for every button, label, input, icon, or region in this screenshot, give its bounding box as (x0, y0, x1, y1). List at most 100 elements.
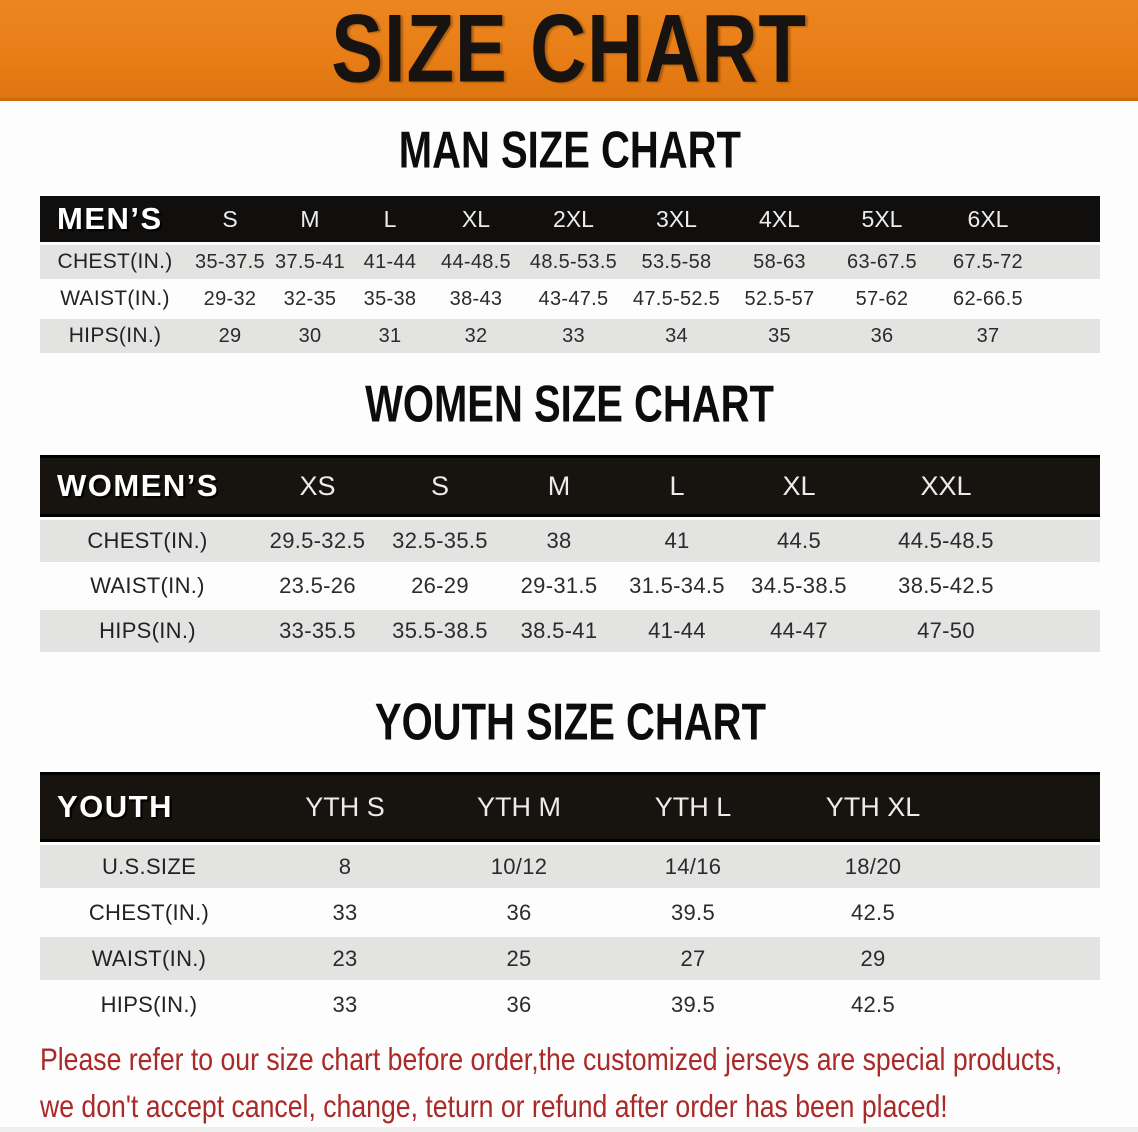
table-header-row: WOMEN’S XS S M L XL XXL (40, 455, 1100, 517)
column-header: S (380, 455, 500, 517)
table-cell (1030, 610, 1100, 652)
table-cell (1043, 282, 1100, 316)
table-cell: 39.5 (606, 983, 780, 1026)
column-header: YTH XL (780, 772, 966, 842)
table-cell: 44.5 (736, 520, 862, 562)
table-cell: 62-66.5 (933, 282, 1043, 316)
column-header: YTH S (258, 772, 432, 842)
table-row: CHEST(IN.) 33 36 39.5 42.5 (40, 891, 1100, 934)
table-cell: 38.5-41 (500, 610, 618, 652)
disclaimer-line-2: we don't accept cancel, change, teturn o… (40, 1088, 948, 1124)
row-label: CHEST(IN.) (40, 891, 258, 934)
table-row: WAIST(IN.) 23 25 27 29 (40, 937, 1100, 980)
section-heading: MAN SIZE CHART (40, 124, 1100, 176)
column-header: XL (736, 455, 862, 517)
table-cell (1030, 565, 1100, 607)
table-cell (966, 891, 1100, 934)
table-cell (966, 845, 1100, 888)
row-label: CHEST(IN.) (40, 245, 190, 279)
table-cell: 33 (522, 319, 625, 353)
table-cell: 26-29 (380, 565, 500, 607)
row-label: WAIST(IN.) (40, 282, 190, 316)
women-size-table: WOMEN’S XS S M L XL XXL CHEST(IN.) 29.5-32.5 32.5… (40, 452, 1100, 655)
row-label: HIPS(IN.) (40, 983, 258, 1026)
table-row: U.S.SIZE 8 10/12 14/16 18/20 (40, 845, 1100, 888)
column-header: XL (430, 196, 522, 242)
table-cell: 37 (933, 319, 1043, 353)
table-cell: 37.5-41 (270, 245, 350, 279)
table-cell: 35.5-38.5 (380, 610, 500, 652)
women-section-title: WOMEN SIZE CHART (365, 374, 775, 434)
table-title: YOUTH (40, 772, 258, 842)
table-cell (1043, 245, 1100, 279)
table-cell: 8 (258, 845, 432, 888)
table-cell: 33-35.5 (255, 610, 380, 652)
table-row: HIPS(IN.) 29 30 31 32 33 34 35 36 37 (40, 319, 1100, 353)
column-header: M (270, 196, 350, 242)
table-cell: 10/12 (432, 845, 606, 888)
table-cell: 39.5 (606, 891, 780, 934)
disclaimer-line-1: Please refer to our size chart before or… (40, 1041, 1063, 1077)
table-header-row: YOUTH YTH S YTH M YTH L YTH XL (40, 772, 1100, 842)
men-size-section: MAN SIZE CHART MEN’S S M L XL 2XL 3XL 4XL 5XL 6XL… (40, 124, 1100, 356)
table-cell: 29-32 (190, 282, 270, 316)
section-heading: WOMEN SIZE CHART (40, 378, 1100, 430)
column-header: L (350, 196, 430, 242)
table-cell (1043, 319, 1100, 353)
table-row: CHEST(IN.) 29.5-32.5 32.5-35.5 38 41 44.5 44.5… (40, 520, 1100, 562)
row-label: U.S.SIZE (40, 845, 258, 888)
table-cell: 48.5-53.5 (522, 245, 625, 279)
column-header: YTH L (606, 772, 780, 842)
size-chart-banner: SIZE CHART (0, 0, 1138, 101)
table-cell: 30 (270, 319, 350, 353)
column-header: YTH M (432, 772, 606, 842)
table-cell: 57-62 (831, 282, 933, 316)
table-cell: 42.5 (780, 983, 966, 1026)
table-row: CHEST(IN.) 35-37.5 37.5-41 41-44 44-48.5 48.5… (40, 245, 1100, 279)
table-cell: 41-44 (350, 245, 430, 279)
table-cell: 44.5-48.5 (862, 520, 1030, 562)
table-cell: 41 (618, 520, 736, 562)
table-cell: 33 (258, 891, 432, 934)
table-cell: 38 (500, 520, 618, 562)
table-cell: 44-47 (736, 610, 862, 652)
table-cell: 38.5-42.5 (862, 565, 1030, 607)
table-cell: 35-38 (350, 282, 430, 316)
youth-section-title: YOUTH SIZE CHART (374, 692, 766, 752)
row-label: HIPS(IN.) (40, 610, 255, 652)
table-cell: 47-50 (862, 610, 1030, 652)
table-cell: 32.5-35.5 (380, 520, 500, 562)
table-cell: 38-43 (430, 282, 522, 316)
table-header-row: MEN’S S M L XL 2XL 3XL 4XL 5XL 6XL (40, 196, 1100, 242)
table-cell: 14/16 (606, 845, 780, 888)
table-cell: 36 (432, 983, 606, 1026)
table-cell: 33 (258, 983, 432, 1026)
column-header (1030, 455, 1100, 517)
bottom-edge-strip (0, 1127, 1138, 1132)
section-heading: YOUTH SIZE CHART (40, 696, 1100, 748)
table-row: WAIST(IN.) 29-32 32-35 35-38 38-43 43-47.5 47.… (40, 282, 1100, 316)
table-cell: 25 (432, 937, 606, 980)
table-title: WOMEN’S (40, 455, 255, 517)
table-cell: 36 (831, 319, 933, 353)
column-header: S (190, 196, 270, 242)
column-header: XXL (862, 455, 1030, 517)
table-cell: 52.5-57 (728, 282, 831, 316)
table-cell: 29-31.5 (500, 565, 618, 607)
men-size-table: MEN’S S M L XL 2XL 3XL 4XL 5XL 6XL CHEST(IN.) 35-37… (40, 193, 1100, 356)
table-cell: 34 (625, 319, 728, 353)
table-cell (966, 983, 1100, 1026)
table-cell: 42.5 (780, 891, 966, 934)
table-cell: 29 (780, 937, 966, 980)
table-cell: 27 (606, 937, 780, 980)
women-size-section: WOMEN SIZE CHART WOMEN’S XS S M L XL XXL CHEST(… (40, 378, 1100, 652)
men-section-title: MAN SIZE CHART (398, 120, 742, 180)
table-cell: 43-47.5 (522, 282, 625, 316)
table-cell: 58-63 (728, 245, 831, 279)
banner-title: SIZE CHART (331, 0, 807, 103)
row-label: WAIST(IN.) (40, 565, 255, 607)
column-header: XS (255, 455, 380, 517)
order-disclaimer: Please refer to our size chart before or… (40, 1036, 1138, 1130)
column-header: M (500, 455, 618, 517)
